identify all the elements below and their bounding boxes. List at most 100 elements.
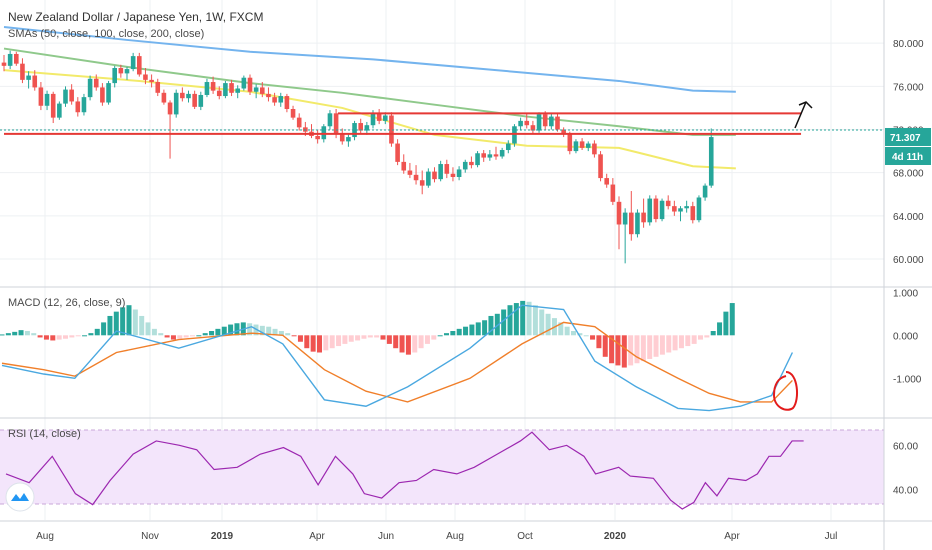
candle-body [376,113,382,121]
candle-body [389,115,394,144]
macd-histogram-bar [183,335,189,338]
candle-body [555,116,560,130]
macd-histogram-bar [367,335,373,338]
macd-histogram-bar [37,335,43,338]
candle-body [69,89,74,102]
macd-histogram-bar [24,331,30,336]
macd-histogram-bar [259,325,265,336]
macd-histogram-bar [602,335,608,357]
candle-body [106,83,111,103]
candle-body [149,79,154,83]
candle-body [672,206,677,212]
macd-histogram-bar [609,335,615,364]
rsi-line [5,431,804,510]
macd-histogram-bar [456,328,462,336]
time-tick-label: Jun [378,531,394,542]
resistance-lines [4,112,802,135]
candle-body [93,78,99,88]
price-tick-label: 60.000 [893,255,924,266]
rsi-tick-label: 40.00 [893,485,918,496]
candle-body [690,206,696,221]
projection-arrow [794,101,807,129]
macd-histogram-bar [69,335,75,338]
rsi-legend: RSI (14, close) [8,428,81,440]
candle-body [567,133,573,152]
candle-body [401,161,407,171]
candle-body [487,154,493,158]
candle-body [339,133,345,142]
candle-body [124,69,130,74]
candle-body [352,123,357,138]
macd-tick-label: -1.000 [893,374,922,385]
candle-body [32,75,38,88]
candle-body [223,83,228,97]
candle-body [210,82,216,91]
macd-histogram-bar [101,322,107,336]
rsi-tick-label: 60.00 [893,441,918,452]
candle-body [610,184,616,202]
candle-body [413,174,419,181]
macd-histogram-bar [501,309,507,336]
macd-histogram-bar [221,326,227,336]
candle-body [38,87,44,106]
macd-histogram-bar [590,335,596,340]
candle-body [20,63,25,80]
candle-body [462,161,468,170]
macd-histogram-bar [94,328,100,336]
time-tick-label: 2020 [604,531,627,542]
candle-body [653,198,659,220]
countdown-text: 4d 11h [892,152,923,163]
macd-histogram-bar [190,335,195,337]
candle-body [167,102,173,115]
macd-tick-label: 0.000 [893,331,918,342]
candle-body [241,77,247,89]
candle-body [112,67,117,84]
candle-body [272,97,277,103]
current-price-tag [885,127,931,146]
macd-histogram-bar [374,335,380,338]
macd-histogram-bar [355,335,361,341]
candle-body [81,97,87,113]
candle-body [450,173,456,177]
macd-histogram-bar [310,335,316,352]
macd-histogram-bar [431,335,437,340]
macd-histogram-bar [50,335,56,341]
candle-body [426,171,431,186]
chart-title: New Zealand Dollar / Japanese Yen, 1W, F… [8,10,264,24]
candle-body [216,90,222,97]
macd-histogram-bar [437,335,443,337]
macd-histogram-bar [634,335,640,364]
macd-histogram-bar [678,335,684,349]
candle-body [696,197,702,221]
sma100-line [3,47,736,136]
macd-histogram-bar [628,335,634,366]
macd-histogram-bar [323,335,329,351]
candle-body [346,137,351,142]
price-tick-label: 64.000 [893,212,924,223]
macd-histogram-bar [164,335,170,338]
tradingview-logo-icon[interactable] [5,482,35,512]
candle-body [364,125,370,131]
candle-body [130,56,136,70]
macd-histogram-bar [729,303,735,336]
time-tick-label: Aug [36,531,54,542]
candle-body [155,82,161,93]
macd-histogram-bar [532,305,538,336]
time-tick-label: 2019 [211,531,234,542]
macd-histogram-bar [202,333,208,336]
macd-histogram-bar [717,322,723,336]
candle-body [573,141,579,152]
candle-body [530,125,536,131]
candle-body [143,74,148,80]
candle-body [684,206,689,209]
macd-histogram-bar [386,335,392,344]
macd-histogram-bar [329,335,335,349]
candle-body [524,120,530,126]
candle-body [137,56,142,75]
candle-body [622,212,628,225]
time-tick-label: Apr [309,531,325,542]
macd-histogram-bar [336,335,342,347]
candle-body [579,141,585,148]
candle-body [561,129,566,134]
macd-histogram-bar [170,335,176,340]
